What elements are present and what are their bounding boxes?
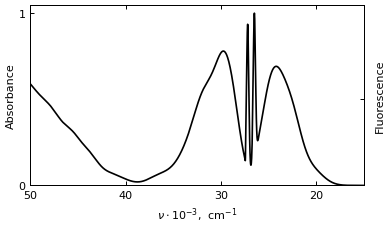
X-axis label: $\nu \cdot 10^{-3}$,  cm$^{-1}$: $\nu \cdot 10^{-3}$, cm$^{-1}$ [157, 206, 238, 224]
Y-axis label: Absorbance: Absorbance [5, 63, 16, 128]
Y-axis label: Fluorescence: Fluorescence [374, 59, 385, 132]
